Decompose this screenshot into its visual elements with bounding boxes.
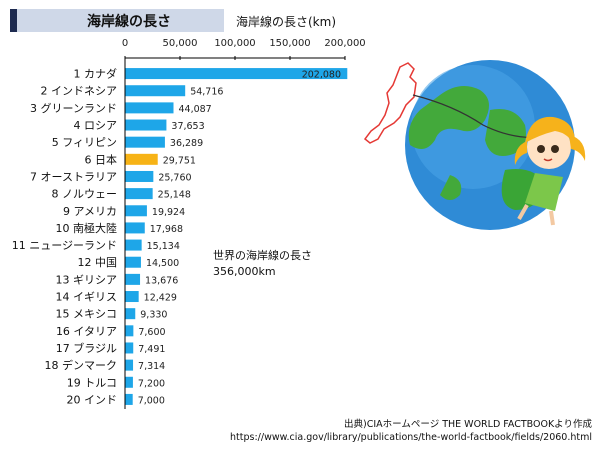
- category-label: 19 トルコ: [67, 376, 117, 389]
- value-label: 44,087: [178, 104, 211, 115]
- value-label: 7,491: [138, 344, 165, 355]
- category-label: 1 カナダ: [74, 67, 118, 81]
- category-label: 11 ニュージーランド: [12, 239, 117, 252]
- x-tick-label: 0: [122, 38, 128, 49]
- value-label: 7,600: [138, 327, 165, 338]
- bar: [125, 393, 133, 405]
- category-label: 17 ブラジル: [56, 341, 117, 355]
- x-tick-label: 100,000: [214, 38, 255, 49]
- value-label: 25,148: [158, 190, 191, 201]
- value-label: 14,500: [146, 258, 179, 269]
- bar: [125, 291, 139, 303]
- chart-title: 海岸線の長さ: [87, 14, 171, 30]
- value-label: 37,653: [171, 121, 204, 132]
- category-label: 5 フィリピン: [52, 136, 117, 149]
- bar: [125, 325, 134, 337]
- girl-character-icon: [514, 116, 586, 226]
- category-label: 16 イタリア: [56, 325, 117, 338]
- x-tick-label: 200,000: [324, 38, 365, 49]
- x-tick-label: 150,000: [269, 38, 310, 49]
- category-label: 12 中国: [78, 256, 118, 269]
- bar: [125, 222, 145, 234]
- category-label: 15 メキシコ: [56, 308, 118, 321]
- value-label: 25,760: [158, 172, 191, 183]
- bar: [125, 102, 174, 114]
- category-label: 14 イギリス: [56, 291, 118, 304]
- bar: [125, 68, 348, 80]
- bar: [125, 239, 142, 251]
- category-label: 7 オーストラリア: [30, 170, 117, 183]
- globe-girl-illustration: [363, 60, 586, 230]
- category-label: 2 インドネシア: [41, 85, 118, 98]
- bar: [125, 342, 134, 354]
- value-label: 7,314: [138, 361, 165, 372]
- world-total-note: 世界の海岸線の長さ 356,000km: [213, 248, 312, 280]
- source-note: 出典)CIAホームページ THE WORLD FACTBOOKより作成 http…: [230, 418, 592, 444]
- bar: [125, 308, 136, 320]
- bar: [125, 136, 165, 148]
- value-label: 29,751: [163, 155, 196, 166]
- bar: [125, 273, 141, 285]
- value-label: 202,080: [302, 70, 341, 81]
- chart-title-box: 海岸線の長さ: [10, 9, 224, 32]
- category-label: 3 グリーンランド: [30, 101, 117, 115]
- value-label: 9,330: [140, 310, 167, 321]
- value-label: 19,924: [152, 207, 185, 218]
- value-label: 54,716: [190, 87, 223, 98]
- bar: [125, 188, 153, 200]
- source-url: https://www.cia.gov/library/publications…: [230, 432, 592, 443]
- category-label: 13 ギリシア: [56, 273, 118, 286]
- x-axis-title: 海岸線の長さ(km): [236, 15, 337, 29]
- category-label: 10 南極大陸: [56, 221, 118, 235]
- source-citation: 出典)CIAホームページ THE WORLD FACTBOOKより作成: [344, 419, 592, 430]
- bar: [125, 170, 154, 182]
- bar: [125, 153, 158, 165]
- category-label: 6 日本: [85, 152, 118, 166]
- bar: [125, 256, 141, 268]
- value-label: 7,000: [138, 395, 165, 406]
- value-label: 15,134: [147, 241, 180, 252]
- japan-map-icon: [363, 62, 544, 144]
- category-label: 4 ロシア: [74, 119, 118, 132]
- bar: [125, 376, 133, 388]
- bar: [125, 119, 167, 131]
- bar: [125, 85, 186, 97]
- world-total-value: 356,000km: [213, 265, 276, 278]
- world-total-label: 世界の海岸線の長さ: [213, 249, 312, 262]
- value-label: 36,289: [170, 138, 203, 149]
- category-label: 20 インド: [67, 393, 118, 406]
- value-label: 17,968: [150, 224, 183, 235]
- bar: [125, 205, 147, 217]
- category-label: 18 デンマーク: [45, 358, 118, 372]
- value-label: 7,200: [138, 378, 165, 389]
- value-label: 12,429: [144, 293, 177, 304]
- category-label: 9 アメリカ: [63, 205, 117, 218]
- bar: [125, 359, 134, 371]
- value-label: 13,676: [145, 275, 178, 286]
- category-label: 8 ノルウェー: [52, 188, 118, 201]
- x-tick-label: 50,000: [163, 38, 198, 49]
